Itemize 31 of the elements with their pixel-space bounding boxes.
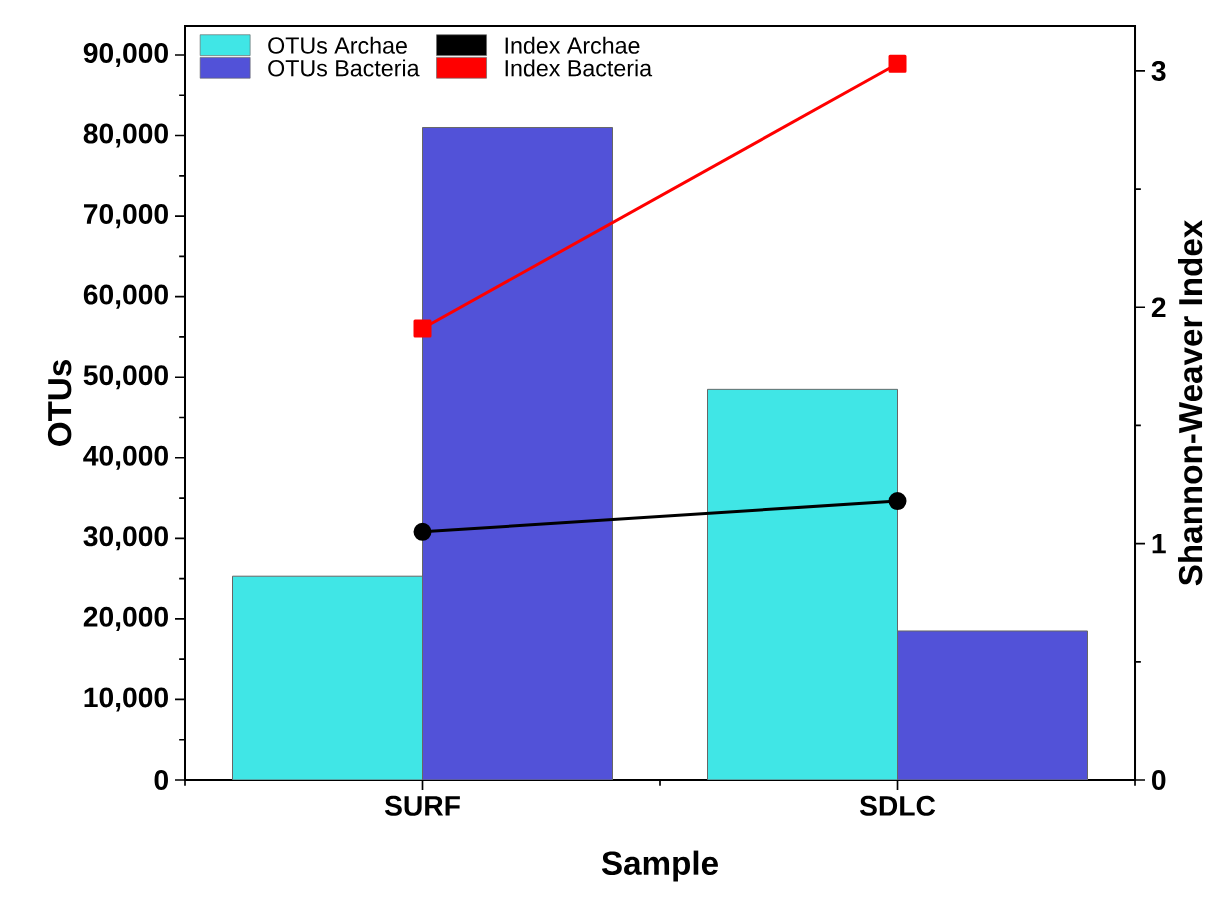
y-tick-label: 40,000 <box>83 445 168 470</box>
y-tick-label: 30,000 <box>83 526 168 551</box>
point <box>888 54 907 73</box>
legend-label: Index Archae <box>505 36 640 54</box>
y-tick-label: 20,000 <box>83 606 168 631</box>
bar <box>422 126 614 780</box>
y-tick-label: 90,000 <box>83 42 168 68</box>
y-tick-label: 80,000 <box>83 123 168 148</box>
bar <box>707 388 899 780</box>
y-tick-label: 60,000 <box>83 284 168 309</box>
legend-label: OTUs Archae <box>268 36 407 54</box>
bar <box>232 575 424 780</box>
legend-label: OTUs Bacteria <box>268 59 420 77</box>
y-tick-label: 10,000 <box>84 687 168 712</box>
legend-label: Index Bacteria <box>505 59 653 77</box>
y2-tick-label: 2 <box>1151 297 1166 318</box>
x-tick-label: SDLC <box>859 795 936 816</box>
bar <box>897 630 1089 780</box>
y-axis-title: OTUs <box>47 360 72 446</box>
y-tick-label: 0 <box>154 770 168 790</box>
y-tick-label: 70,000 <box>84 204 168 229</box>
y2-tick-label: 0 <box>1152 770 1166 790</box>
point <box>888 492 907 511</box>
y2-tick-label: 1 <box>1152 533 1166 554</box>
x-axis-title: Sample <box>601 850 718 882</box>
point <box>413 522 432 541</box>
y2-axis-title: Shannon-Weaver Index <box>1177 219 1203 586</box>
x-tick-label: SURF <box>384 795 460 816</box>
point <box>413 319 432 338</box>
y2-tick-label: 3 <box>1151 60 1166 81</box>
y-tick-label: 50,000 <box>83 365 168 390</box>
